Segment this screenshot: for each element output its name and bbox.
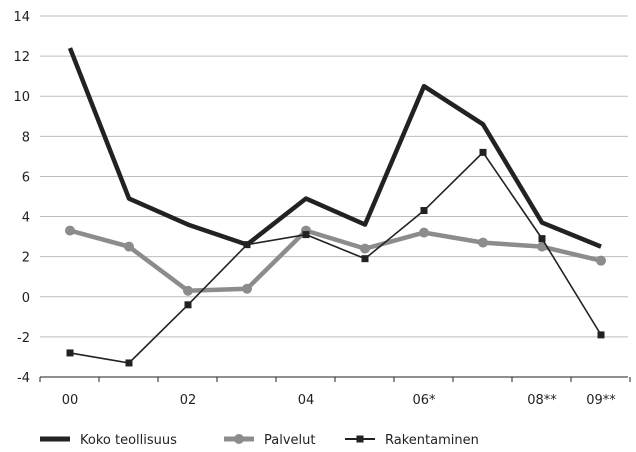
data-point — [242, 283, 252, 294]
x-axis: 00 02 04 06* 08** 09** — [39, 376, 631, 408]
legend-marker — [356, 435, 364, 443]
y-tick-label: 2 — [22, 251, 30, 266]
data-point — [302, 231, 310, 239]
y-tick-label: 12 — [13, 50, 30, 65]
series-koko-teollisuus — [67, 47, 602, 249]
data-point — [420, 207, 428, 215]
y-tick-label: 8 — [22, 130, 30, 145]
data-point — [419, 227, 429, 238]
data-point — [243, 241, 251, 249]
y-axis-tick-labels: -4 -2 0 2 4 6 8 10 12 14 — [13, 10, 30, 386]
data-point — [125, 359, 133, 367]
series-line — [67, 47, 602, 249]
legend-label: Koko teollisuus — [80, 433, 177, 448]
data-point — [479, 148, 487, 156]
data-point — [478, 237, 488, 248]
legend-marker — [234, 434, 244, 444]
series-rakentaminen — [66, 148, 605, 367]
y-tick-label: -2 — [17, 331, 30, 346]
y-tick-label: 6 — [22, 170, 30, 185]
gridlines — [40, 15, 628, 378]
data-point — [66, 349, 74, 357]
data-point — [538, 235, 546, 243]
legend: Koko teollisuus Palvelut Rakentaminen — [40, 433, 479, 448]
data-point — [184, 301, 192, 309]
data-point — [596, 255, 606, 266]
data-point — [65, 225, 75, 236]
legend-item: Palvelut — [224, 433, 315, 448]
x-tick-label: 06* — [412, 393, 436, 408]
series-line — [69, 151, 602, 364]
legend-item: Koko teollisuus — [40, 433, 177, 448]
x-tick-label: 00 — [62, 393, 79, 408]
x-tick-label: 04 — [298, 393, 315, 408]
data-point — [597, 331, 605, 339]
y-tick-label: -4 — [17, 371, 30, 386]
data-point — [361, 255, 369, 263]
series-layer — [65, 47, 606, 367]
series-line — [69, 228, 602, 294]
x-tick-label: 08** — [527, 393, 557, 408]
data-point — [183, 285, 193, 296]
y-tick-label: 0 — [22, 291, 30, 306]
legend-label: Rakentaminen — [385, 433, 479, 448]
data-point — [360, 243, 370, 254]
x-tick-label: 09** — [586, 393, 616, 408]
y-tick-label: 10 — [13, 90, 30, 105]
y-tick-label: 14 — [13, 10, 30, 25]
legend-item: Rakentaminen — [345, 433, 479, 448]
data-point — [124, 241, 134, 252]
y-tick-label: 4 — [22, 211, 30, 226]
legend-label: Palvelut — [264, 433, 315, 448]
series-palvelut — [65, 225, 606, 296]
x-tick-label: 02 — [180, 393, 197, 408]
